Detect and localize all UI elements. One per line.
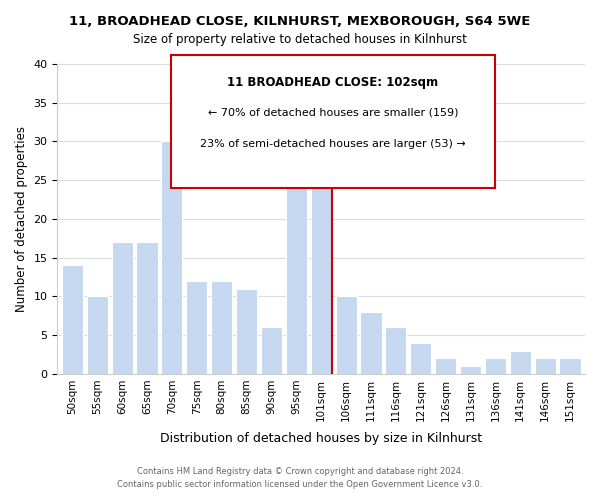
Bar: [410, 343, 431, 374]
Bar: [385, 328, 406, 374]
Bar: [211, 281, 232, 374]
Bar: [535, 358, 556, 374]
Bar: [311, 134, 332, 374]
Bar: [335, 296, 356, 374]
Bar: [236, 288, 257, 374]
Text: 23% of semi-detached houses are larger (53) →: 23% of semi-detached houses are larger (…: [200, 139, 466, 149]
Y-axis label: Number of detached properties: Number of detached properties: [15, 126, 28, 312]
Bar: [136, 242, 158, 374]
Bar: [161, 142, 182, 374]
Bar: [186, 281, 208, 374]
Text: Size of property relative to detached houses in Kilnhurst: Size of property relative to detached ho…: [133, 32, 467, 46]
Bar: [510, 350, 531, 374]
Bar: [286, 142, 307, 374]
Bar: [361, 312, 382, 374]
Text: ← 70% of detached houses are smaller (159): ← 70% of detached houses are smaller (15…: [208, 108, 458, 118]
X-axis label: Distribution of detached houses by size in Kilnhurst: Distribution of detached houses by size …: [160, 432, 482, 445]
Bar: [261, 328, 282, 374]
Text: 11 BROADHEAD CLOSE: 102sqm: 11 BROADHEAD CLOSE: 102sqm: [227, 76, 439, 89]
Bar: [435, 358, 456, 374]
Bar: [86, 296, 108, 374]
Text: Contains HM Land Registry data © Crown copyright and database right 2024.
Contai: Contains HM Land Registry data © Crown c…: [118, 467, 482, 489]
Bar: [112, 242, 133, 374]
Text: 11, BROADHEAD CLOSE, KILNHURST, MEXBOROUGH, S64 5WE: 11, BROADHEAD CLOSE, KILNHURST, MEXBOROU…: [70, 15, 530, 28]
Bar: [460, 366, 481, 374]
Bar: [485, 358, 506, 374]
Bar: [559, 358, 581, 374]
Bar: [62, 266, 83, 374]
